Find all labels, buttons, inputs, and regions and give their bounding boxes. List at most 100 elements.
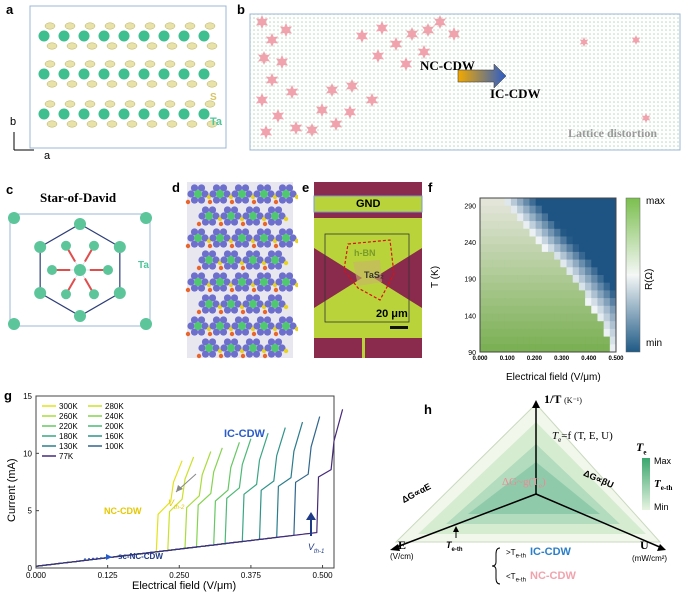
legend-min: Min: [654, 502, 669, 512]
heatmap-cell: [548, 344, 555, 353]
s-atom: [146, 42, 158, 50]
heatmap-cell: [517, 267, 524, 276]
heatmap-cell: [541, 321, 549, 330]
heatmap-cell: [510, 213, 518, 222]
heatmap-cell: [486, 282, 493, 291]
heatmap-cell: [548, 244, 555, 253]
cluster-center: [271, 256, 279, 264]
heatmap-cell: [492, 298, 500, 307]
heatmap-cell: [498, 305, 506, 314]
heatmap-cell: [572, 205, 580, 214]
s-atom: [64, 100, 76, 108]
s-atom: [106, 120, 118, 128]
heatmap-cell: [480, 290, 487, 299]
heatmap-cell: [603, 213, 611, 222]
heatmap-cell: [554, 236, 561, 245]
f-ytick: 240: [464, 240, 476, 247]
heatmap-cell: [603, 228, 611, 237]
s-atom: [106, 42, 118, 50]
ta-atom: [78, 108, 90, 120]
heatmap-cell: [603, 267, 611, 276]
heatmap-cell: [585, 298, 592, 307]
ta-atom: [74, 310, 86, 322]
panel-label-g: g: [4, 388, 12, 403]
heatmap-cell: [572, 236, 580, 245]
cdw-star: [389, 37, 403, 51]
ta-atom: [138, 30, 150, 42]
heatmap-cell: [597, 328, 605, 338]
heatmap-cell: [603, 321, 611, 330]
heatmap-cell: [597, 244, 605, 253]
heatmap-cell: [609, 267, 617, 276]
s-atom: [124, 100, 136, 108]
panel-h: h 1/T (K⁻¹) Te=f (T, E, U) ΔG~g(Te) ΔG∝α…: [360, 388, 685, 594]
heatmap-cell: [609, 336, 617, 345]
heatmap-cell: [510, 298, 518, 307]
heatmap-cell: [554, 221, 561, 230]
heatmap-cell: [603, 290, 611, 299]
heatmap-cell: [591, 213, 598, 222]
s-atom: [206, 120, 218, 128]
heatmap-cell: [554, 344, 561, 353]
heatmap-cell: [609, 251, 617, 261]
heatmap-cell: [510, 336, 518, 345]
ta-atom: [138, 108, 150, 120]
heatmap-cell: [541, 282, 549, 291]
heatmap-cell: [504, 236, 512, 245]
cdw-star: [279, 23, 293, 37]
heatmap-cell: [597, 305, 605, 314]
heatmap-cell: [572, 290, 580, 299]
heatmap-cell: [560, 336, 568, 345]
heatmap-cell: [535, 344, 543, 353]
phase-diagram-triangle: [390, 400, 666, 585]
heatmap-cell: [560, 267, 568, 276]
legend-entry: 180K: [59, 432, 78, 441]
ta-atom: [113, 287, 126, 299]
heatmap-cell: [554, 251, 561, 261]
heatmap-cell: [554, 275, 561, 284]
heatmap-cell: [572, 328, 580, 338]
heatmap-cell: [566, 275, 574, 284]
star-of-david-title: Star-of-David: [40, 190, 117, 205]
heatmap-cell: [498, 244, 506, 253]
heatmap-cell: [572, 336, 580, 345]
heatmap-cell: [560, 221, 568, 230]
cdw-star: [305, 123, 319, 137]
heatmap-cell: [591, 267, 598, 276]
heatmap-cell: [548, 298, 555, 307]
heatmap-cell: [591, 221, 598, 230]
heatmap-cell: [510, 251, 518, 261]
heatmap-cell: [591, 244, 598, 253]
heatmap-cell: [510, 305, 518, 314]
heatmap-cell: [609, 328, 617, 338]
heatmap-cell: [609, 236, 617, 245]
heatmap-cell: [529, 275, 537, 284]
cluster-center: [260, 322, 268, 330]
s-atom: [204, 60, 216, 68]
heatmap-cell: [566, 282, 574, 291]
cluster-center: [271, 212, 279, 220]
s-atom: [126, 80, 138, 88]
s-atom: [204, 100, 216, 108]
g-ytick: 5: [28, 507, 33, 516]
nc-cdw-label: NC-CDW: [420, 58, 475, 73]
heatmap-cell: [529, 228, 537, 237]
ic-cdw-h-label: IC-CDW: [530, 546, 571, 558]
heatmap-cell: [504, 336, 512, 345]
heatmap-cell: [498, 344, 506, 353]
te-legend-bar: [642, 458, 650, 510]
heatmap-cell: [529, 221, 537, 230]
s-atom: [164, 60, 176, 68]
heatmap-cell: [535, 267, 543, 276]
cluster-center: [271, 300, 279, 308]
heatmap-cell: [529, 313, 537, 322]
heatmap-cell: [480, 221, 487, 230]
heatmap-cell: [504, 344, 512, 353]
panel-b: b NC-CDW IC-CDW Lattice distortion: [232, 0, 685, 160]
cdw-star: [325, 83, 339, 97]
heatmap-cell: [492, 221, 500, 230]
g-ytick: 10: [23, 449, 32, 458]
heatmap-cell: [609, 298, 617, 307]
heatmap-cell: [578, 313, 586, 322]
vth2-annotation: Vth-2: [168, 498, 185, 511]
